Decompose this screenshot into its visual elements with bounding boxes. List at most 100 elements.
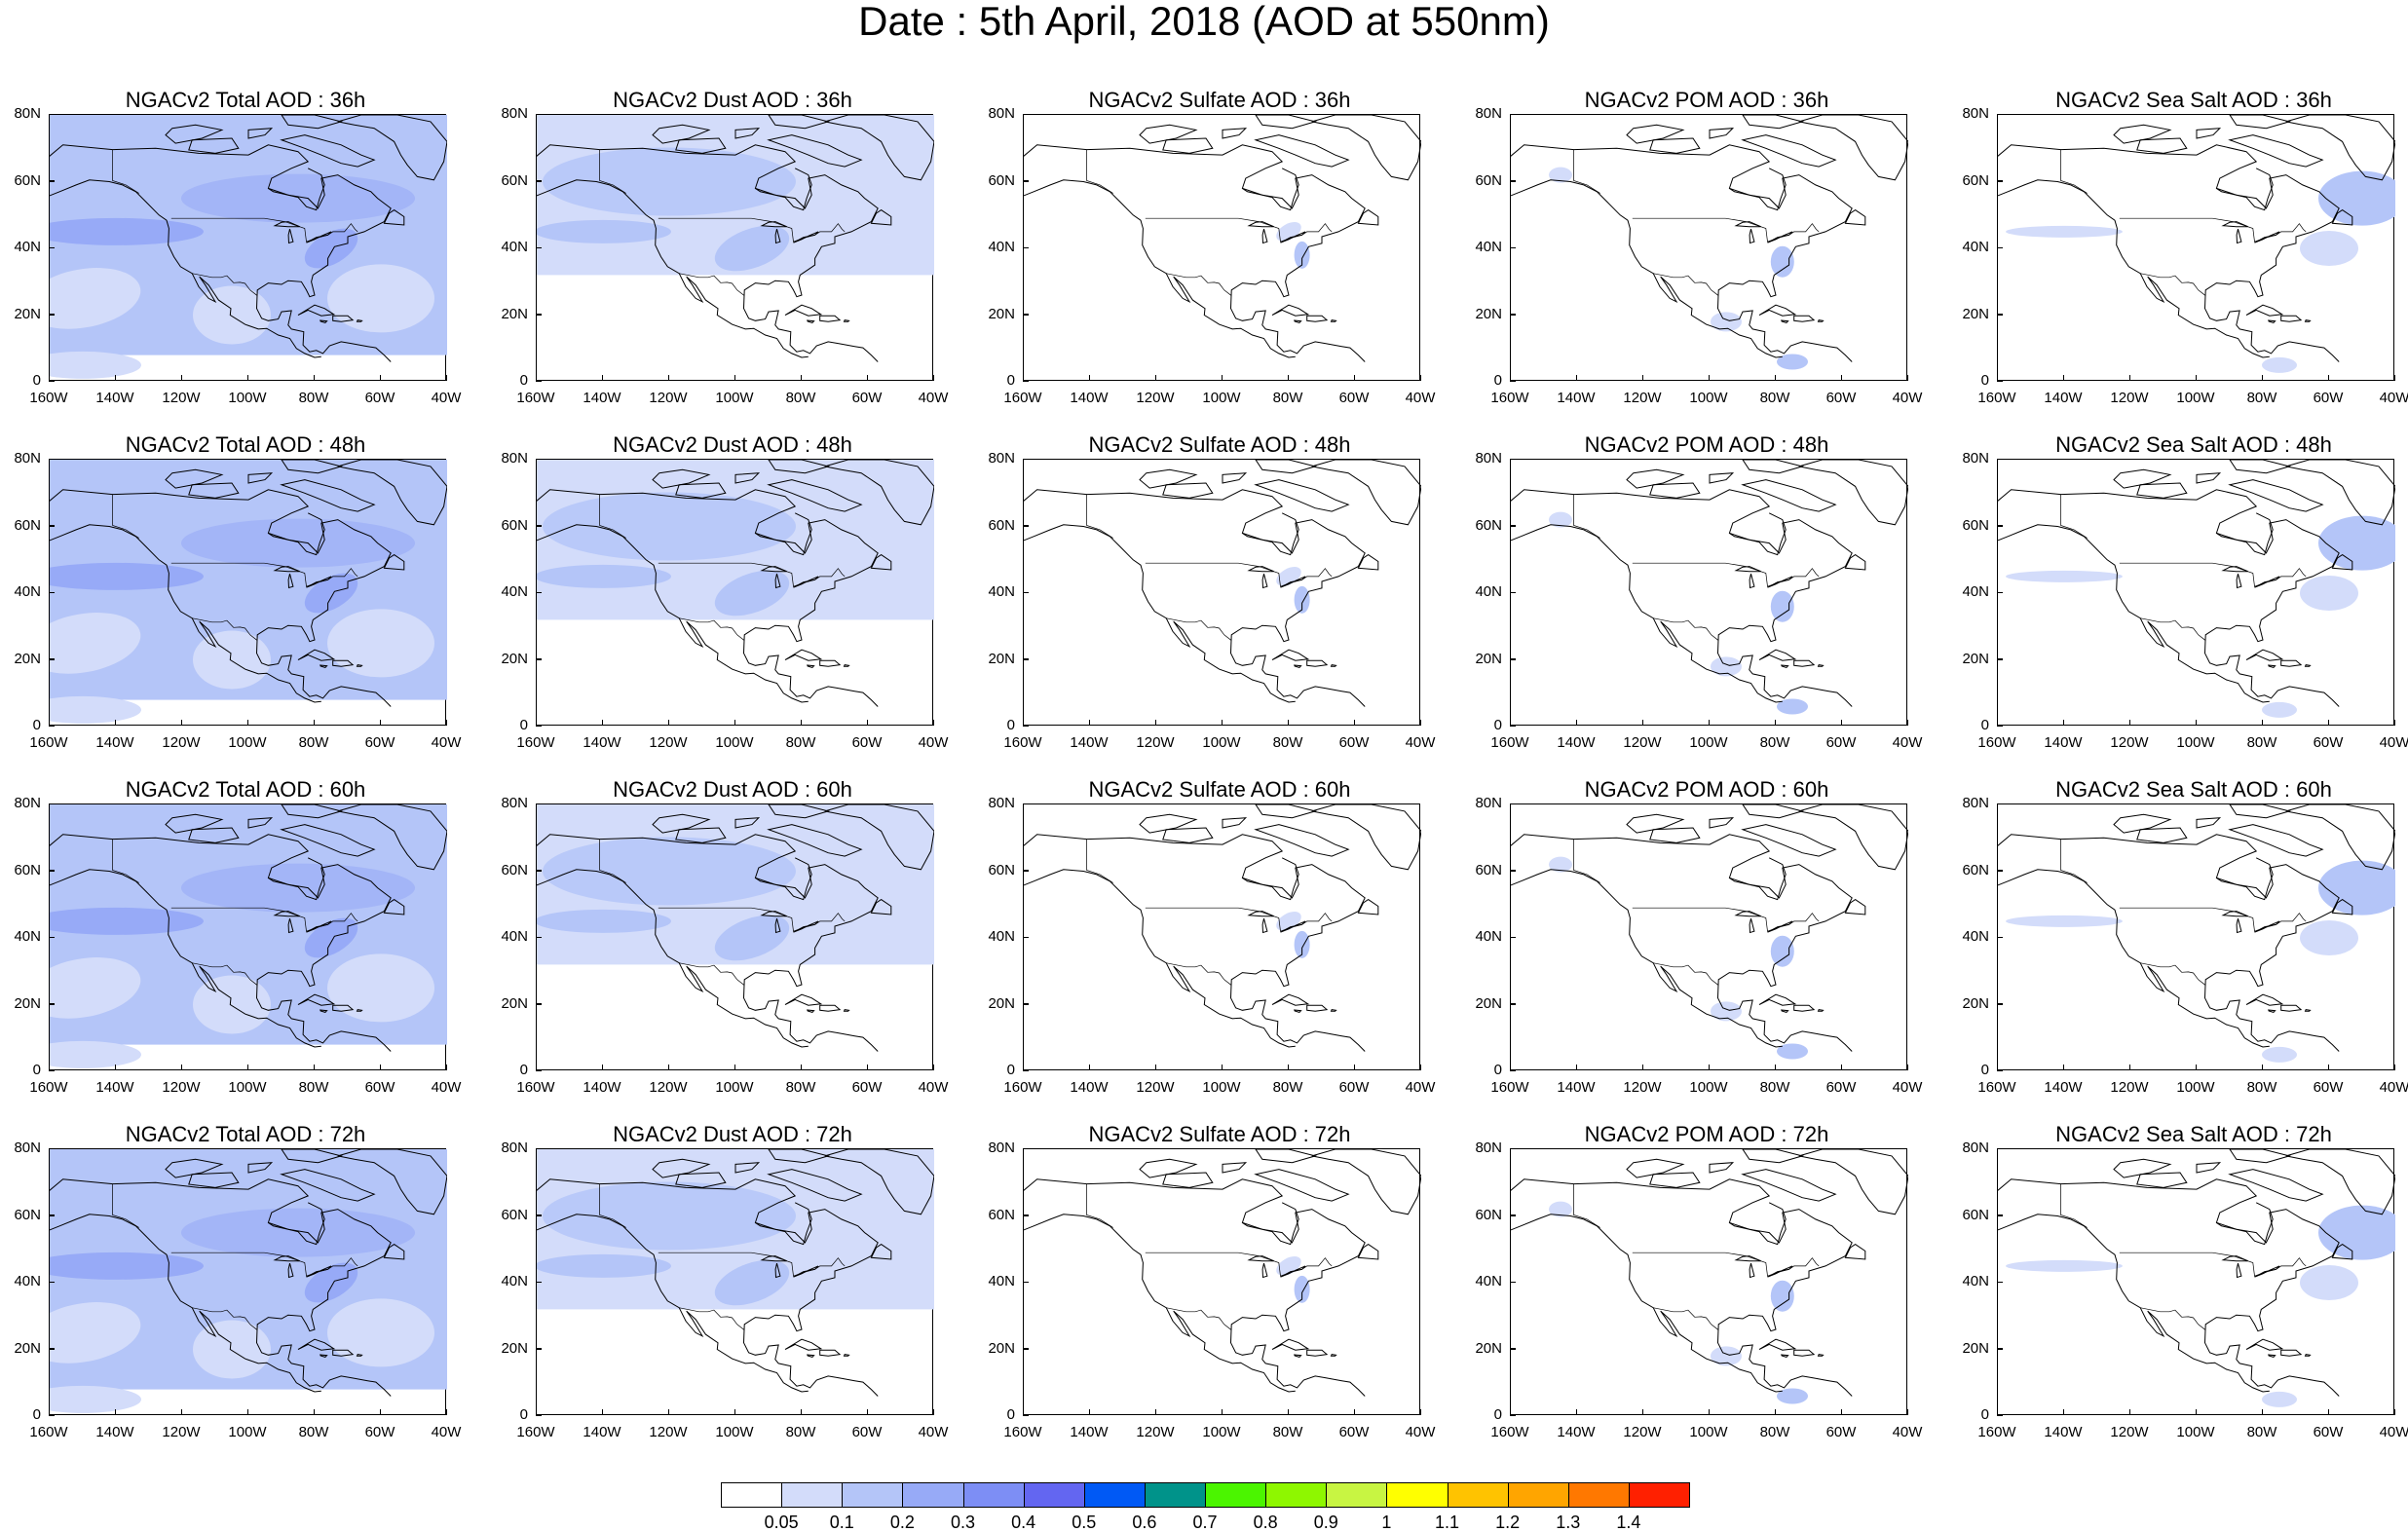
lat-tick-mark <box>1510 870 1516 872</box>
island-coastline <box>1649 1172 1701 1188</box>
alaska-border <box>112 839 139 883</box>
island-coastline <box>297 1338 336 1351</box>
lon-tick-mark <box>601 375 603 381</box>
lat-tick-mark <box>49 1003 55 1005</box>
panel-title: NGACv2 Dust AOD : 60h <box>613 777 852 802</box>
greenland-coastline <box>1798 115 1908 181</box>
lat-tick-label: 0 <box>1980 1062 1989 1078</box>
hudson-bay-coastline <box>1729 512 1787 556</box>
lon-tick-mark <box>932 720 934 726</box>
lon-tick-label: 140W <box>1070 1424 1109 1440</box>
map-frame <box>1997 803 2395 1070</box>
aod-field <box>2006 1205 2395 1407</box>
pacific-coastline <box>1024 1214 1296 1393</box>
island-coastline <box>1844 553 1866 571</box>
lat-tick-label: 40N <box>1962 928 1989 945</box>
island-coastline <box>1330 319 1337 322</box>
lon-tick-mark <box>667 375 669 381</box>
lon-tick-label: 100W <box>1202 390 1241 406</box>
island-coastline <box>356 1354 363 1357</box>
lon-tick-mark <box>2062 1065 2064 1070</box>
aod-blob <box>2006 225 2123 238</box>
lon-tick-mark <box>1906 375 1908 381</box>
island-coastline <box>2331 898 2353 915</box>
aod-blob <box>1711 1001 1742 1022</box>
coastlines <box>1998 460 2395 707</box>
lat-tick-mark <box>1023 658 1029 660</box>
lat-tick-mark <box>536 1214 542 1216</box>
lon-tick-mark <box>2128 375 2130 381</box>
lat-tick-label: 60N <box>14 516 41 534</box>
lat-tick-mark <box>536 870 542 872</box>
greenland-coastline <box>824 115 934 181</box>
hudson-bay-coastline <box>1242 1202 1299 1246</box>
lat-tick-label: 40N <box>14 583 41 600</box>
lat-tick-mark <box>49 803 55 804</box>
lat-tick-label: 60N <box>501 171 528 189</box>
island-coastline <box>2245 1338 2284 1351</box>
pacific-coastline <box>1998 524 2270 703</box>
greenland-coastline <box>2285 1149 2395 1215</box>
lon-tick-label: 160W <box>516 1424 555 1440</box>
aod-blob <box>1294 585 1310 614</box>
lon-tick-mark <box>2195 1409 2197 1415</box>
island-coastline <box>2196 1162 2222 1174</box>
map-canvas <box>50 460 447 724</box>
lon-tick-label: 40W <box>1892 1424 1923 1440</box>
island-coastline <box>1255 804 1318 819</box>
lon-tick-label: 120W <box>1623 1079 1662 1096</box>
lat-tick-mark <box>49 725 55 727</box>
lat-tick-label: 20N <box>1962 1339 1989 1357</box>
island-coastline <box>675 137 727 154</box>
lat-tick-mark <box>49 113 55 115</box>
lon-tick-mark <box>114 375 116 381</box>
island-coastline <box>1162 137 1214 154</box>
lat-tick-mark <box>49 525 55 527</box>
island-coastline <box>1781 319 1789 323</box>
island-coastline <box>784 993 823 1006</box>
lon-tick-mark <box>2327 720 2329 726</box>
lon-tick-label: 140W <box>2044 734 2083 751</box>
greenland-coastline <box>1311 460 1421 526</box>
atlantic-coastline <box>1024 1178 1366 1397</box>
pacific-coastline <box>50 179 321 358</box>
aod-blob <box>2262 1391 2297 1407</box>
lat-tick-label: 0 <box>32 372 41 389</box>
aod-blob <box>537 909 671 933</box>
lon-tick-label: 160W <box>1490 734 1529 751</box>
map-canvas <box>537 1149 934 1397</box>
greenland-coastline <box>1311 1149 1421 1215</box>
lon-tick-label: 100W <box>1202 1424 1241 1440</box>
lat-tick-label: 20N <box>988 1339 1015 1357</box>
aod-blob <box>2262 356 2297 373</box>
atlantic-coastline <box>1511 834 1853 1052</box>
island-coastline <box>1306 659 1329 667</box>
island-coastline <box>1255 1149 1318 1164</box>
atlantic-coastline <box>537 144 879 362</box>
island-coastline <box>1817 319 1825 322</box>
island-coastline <box>807 1009 815 1013</box>
lon-tick-label: 140W <box>583 1424 621 1440</box>
island-coastline <box>1255 460 1318 474</box>
island-coastline <box>1271 993 1310 1006</box>
lon-tick-mark <box>1221 1409 1223 1415</box>
lon-tick-label: 80W <box>298 1424 329 1440</box>
lon-tick-label: 140W <box>1070 1079 1109 1096</box>
alaska-border <box>112 1183 139 1228</box>
island-coastline <box>2331 1243 2353 1260</box>
lon-tick-label: 100W <box>715 734 754 751</box>
pacific-coastline <box>1511 179 1783 358</box>
lon-tick-label: 40W <box>918 734 949 751</box>
lon-tick-mark <box>2195 720 2197 726</box>
lon-tick-mark <box>1708 720 1710 726</box>
lat-tick-label: 60N <box>988 861 1015 878</box>
lon-tick-label: 80W <box>1759 1424 1790 1440</box>
map-frame <box>1023 114 1421 381</box>
lon-tick-label: 40W <box>431 734 462 751</box>
island-coastline <box>2136 827 2188 843</box>
panel-title: NGACv2 Dust AOD : 36h <box>613 88 852 112</box>
lat-tick-label: 20N <box>1475 305 1502 322</box>
aod-blob <box>1777 354 1808 370</box>
island-coastline <box>1330 1009 1337 1012</box>
us-mexico-border <box>1165 273 1232 296</box>
